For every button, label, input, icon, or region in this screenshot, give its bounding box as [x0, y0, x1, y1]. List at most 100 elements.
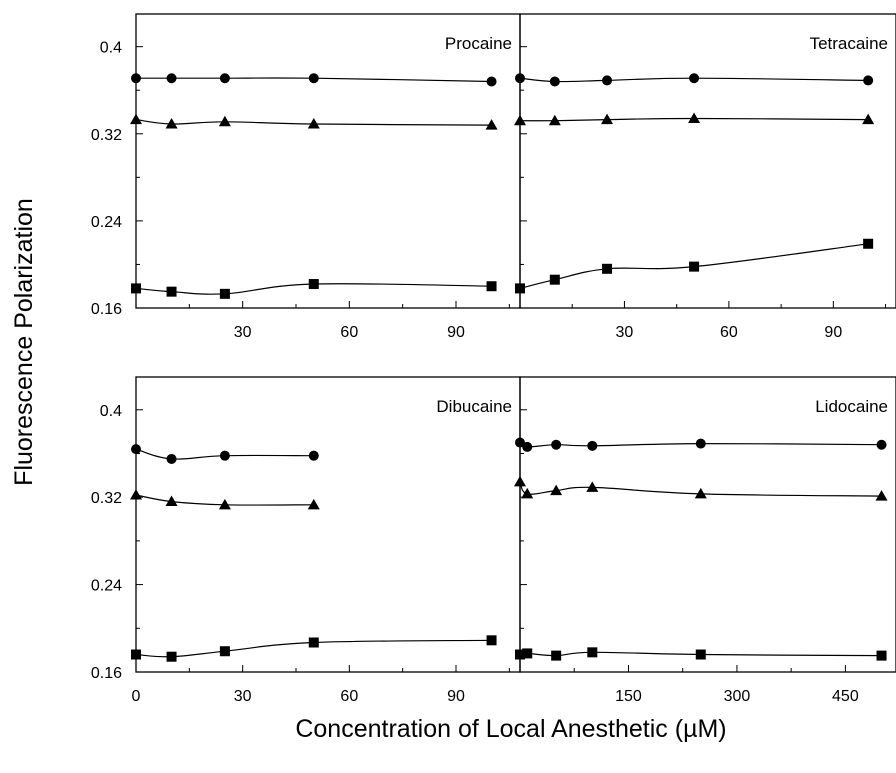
x-tick-label: 0 — [132, 688, 141, 705]
series-line-square — [135, 283, 492, 295]
series-line-square — [135, 639, 492, 658]
data-point-triangle — [307, 117, 320, 129]
series-line-circle — [519, 77, 869, 83]
panel-procaine: 0.16 0.24 0.32 0.4 30 60 90 Procaine — [91, 13, 521, 341]
data-point-circle — [863, 75, 874, 86]
data-point-square — [166, 286, 177, 297]
data-point-circle — [166, 73, 177, 84]
y-tick-label: 0.24 — [91, 214, 122, 231]
x-tick-label: 90 — [447, 324, 465, 341]
data-point-triangle — [130, 113, 142, 125]
data-point-triangle — [130, 489, 142, 500]
x-tick-label: 450 — [832, 688, 859, 705]
series-line-circle — [136, 77, 492, 83]
data-point-circle — [876, 439, 887, 450]
data-point-circle — [549, 76, 560, 87]
x-tick-label: 60 — [340, 688, 358, 705]
data-point-square — [695, 649, 706, 660]
data-point-square — [515, 649, 525, 660]
y-tick-label: 0.16 — [91, 665, 122, 682]
plot-frame — [135, 13, 521, 309]
y-tick-label: 0.32 — [91, 127, 122, 144]
data-point-square — [522, 648, 533, 659]
data-point-triangle — [548, 114, 561, 126]
series-line-circle — [135, 448, 314, 460]
data-point-triangle — [550, 484, 563, 496]
data-point-circle — [219, 73, 230, 84]
data-point-circle — [551, 439, 562, 450]
series-line-triangle — [135, 119, 492, 126]
x-tick-label: 30 — [616, 324, 634, 341]
plot-frame — [519, 13, 896, 309]
panel-title: Dibucaine — [436, 397, 512, 416]
x-tick-label: 90 — [447, 688, 465, 705]
data-point-circle — [219, 450, 230, 461]
data-point-triangle — [688, 112, 701, 124]
data-point-circle — [602, 75, 613, 86]
y-tick-label: 0.4 — [100, 40, 122, 57]
plot-frame — [135, 376, 521, 673]
panel-dibucaine: 0.16 0.24 0.32 0.4 0 30 60 90 Dibucaine — [91, 376, 521, 705]
data-point-square — [876, 650, 887, 661]
y-tick-label: 0.32 — [91, 490, 122, 507]
x-tick-label: 300 — [724, 688, 751, 705]
data-point-circle — [131, 444, 141, 455]
x-tick-label: 30 — [234, 324, 252, 341]
data-point-circle — [515, 437, 525, 448]
data-point-square — [308, 637, 319, 648]
panel-tetracaine: 30 60 90 Tetracaine — [514, 13, 896, 341]
data-point-triangle — [485, 119, 498, 130]
x-tick-label: 30 — [234, 688, 252, 705]
y-tick-label: 0.24 — [91, 578, 122, 595]
data-point-square — [515, 283, 525, 294]
data-point-triangle — [218, 498, 231, 510]
series-line-triangle — [519, 117, 869, 122]
data-point-square — [587, 647, 598, 658]
data-point-square — [549, 274, 560, 285]
data-point-circle — [131, 73, 141, 84]
x-tick-label: 90 — [824, 324, 842, 341]
panel-title: Procaine — [445, 34, 512, 53]
data-point-triangle — [218, 115, 231, 127]
data-point-square — [166, 651, 177, 662]
data-point-circle — [308, 73, 319, 84]
data-point-circle — [308, 450, 319, 461]
data-point-square — [486, 635, 497, 646]
data-point-square — [219, 288, 230, 299]
y-tick-label: 0.4 — [100, 403, 122, 420]
data-point-triangle — [875, 490, 888, 501]
data-point-square — [131, 283, 141, 294]
y-axis-title: Fluorescence Polarization — [10, 198, 38, 486]
series-line-triangle — [135, 494, 314, 506]
x-tick-label: 60 — [340, 324, 358, 341]
data-point-circle — [166, 453, 177, 464]
data-point-triangle — [862, 113, 875, 125]
data-point-square — [689, 261, 700, 272]
plot-frame — [519, 376, 896, 673]
data-point-triangle — [586, 481, 599, 492]
panel-title: Lidocaine — [815, 397, 888, 416]
data-point-circle — [522, 441, 533, 452]
data-point-circle — [689, 73, 700, 84]
data-point-triangle — [601, 113, 614, 125]
data-point-triangle — [514, 114, 526, 126]
data-point-triangle — [521, 487, 534, 499]
data-point-square — [131, 649, 141, 660]
data-point-square — [551, 650, 562, 661]
data-point-triangle — [307, 498, 320, 510]
series-line-square — [519, 243, 869, 289]
panels: 0.16 0.24 0.32 0.4 30 60 90 Procaine 30 60 90 Tetra… — [91, 13, 896, 705]
data-point-square — [602, 263, 613, 274]
y-tick-label: 0.16 — [91, 301, 122, 318]
data-point-square — [308, 279, 319, 290]
panel-title: Tetracaine — [810, 34, 888, 53]
x-tick-label: 150 — [615, 688, 642, 705]
data-point-square — [219, 646, 230, 657]
x-axis-title: Concentration of Local Anesthetic (µM) — [295, 715, 726, 743]
data-point-triangle — [165, 495, 178, 507]
data-point-square — [486, 281, 497, 292]
data-point-circle — [515, 73, 525, 84]
data-point-circle — [587, 440, 598, 451]
data-point-circle — [486, 76, 497, 87]
